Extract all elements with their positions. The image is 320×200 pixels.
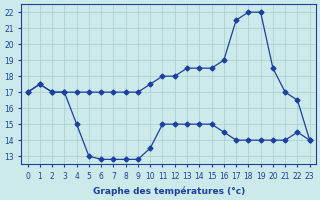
X-axis label: Graphe des températures (°c): Graphe des températures (°c) xyxy=(92,186,245,196)
